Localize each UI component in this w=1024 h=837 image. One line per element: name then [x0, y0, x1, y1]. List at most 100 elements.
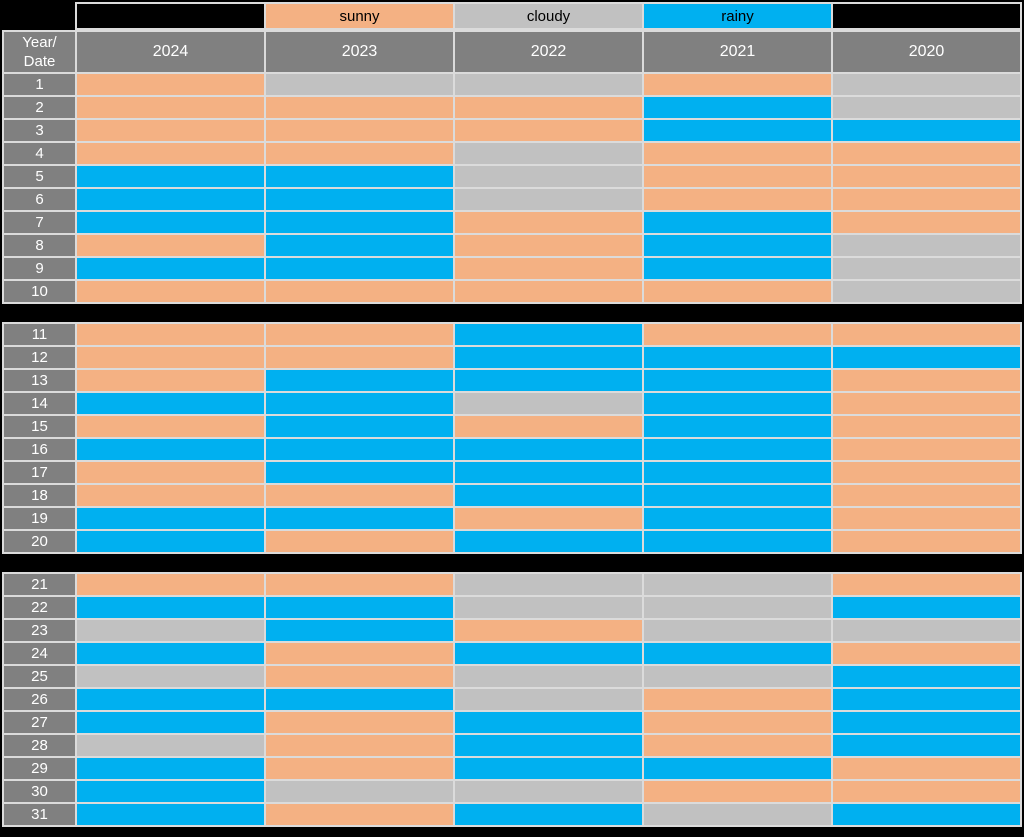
- weather-cell-2020-16: [833, 439, 1020, 460]
- weather-cell-2022-25: [455, 666, 642, 687]
- weather-cell-2021-18: [644, 485, 831, 506]
- date-row-header-3: 3: [4, 120, 75, 141]
- legend-spacer: [4, 4, 75, 28]
- weather-cell-2024-29: [77, 758, 264, 779]
- weather-cell-2021-20: [644, 531, 831, 552]
- legend-item-sunny: sunny: [266, 4, 453, 28]
- weather-cell-2022-15: [455, 416, 642, 437]
- weather-cell-2023-11: [266, 324, 453, 345]
- weather-cell-2020-8: [833, 235, 1020, 256]
- weather-cell-2021-4: [644, 143, 831, 164]
- date-row-header-13: 13: [4, 370, 75, 391]
- weather-cell-2022-14: [455, 393, 642, 414]
- weather-cell-2021-8: [644, 235, 831, 256]
- weather-cell-2020-28: [833, 735, 1020, 756]
- date-row-header-12: 12: [4, 347, 75, 368]
- weather-cell-2020-23: [833, 620, 1020, 641]
- weather-cell-2021-30: [644, 781, 831, 802]
- weather-cell-2020-6: [833, 189, 1020, 210]
- weather-cell-2022-4: [455, 143, 642, 164]
- corner-header-cell: Year/ Date: [4, 32, 75, 72]
- date-row-header-17: 17: [4, 462, 75, 483]
- date-row-header-25: 25: [4, 666, 75, 687]
- weather-table-section-1: Year/ Date 2024 2023 2022 2021 2020 1 2 3 4 5 6 7 8 9…: [2, 30, 1022, 304]
- date-row-header-27: 27: [4, 712, 75, 733]
- weather-cell-2024-14: [77, 393, 264, 414]
- date-row-header-23: 23: [4, 620, 75, 641]
- weather-cell-2021-7: [644, 212, 831, 233]
- weather-cell-2024-21: [77, 574, 264, 595]
- corner-header-line1: Year/: [22, 34, 57, 51]
- weather-cell-2022-7: [455, 212, 642, 233]
- weather-cell-2023-13: [266, 370, 453, 391]
- weather-cell-2023-26: [266, 689, 453, 710]
- weather-cell-2024-20: [77, 531, 264, 552]
- date-row-header-31: 31: [4, 804, 75, 825]
- weather-cell-2021-26: [644, 689, 831, 710]
- weather-cell-2022-8: [455, 235, 642, 256]
- weather-cell-2024-30: [77, 781, 264, 802]
- weather-cell-2021-14: [644, 393, 831, 414]
- weather-cell-2022-10: [455, 281, 642, 302]
- weather-cell-2020-17: [833, 462, 1020, 483]
- weather-cell-2022-17: [455, 462, 642, 483]
- weather-cell-2020-10: [833, 281, 1020, 302]
- weather-cell-2020-12: [833, 347, 1020, 368]
- weather-cell-2022-30: [455, 781, 642, 802]
- weather-cell-2021-6: [644, 189, 831, 210]
- weather-cell-2020-19: [833, 508, 1020, 529]
- weather-cell-2022-27: [455, 712, 642, 733]
- weather-cell-2022-26: [455, 689, 642, 710]
- weather-cell-2023-22: [266, 597, 453, 618]
- date-row-header-20: 20: [4, 531, 75, 552]
- weather-cell-2020-25: [833, 666, 1020, 687]
- weather-cell-2024-18: [77, 485, 264, 506]
- weather-cell-2021-16: [644, 439, 831, 460]
- weather-cell-2022-24: [455, 643, 642, 664]
- weather-cell-2021-12: [644, 347, 831, 368]
- weather-cell-2024-28: [77, 735, 264, 756]
- legend-label-sunny: sunny: [339, 7, 380, 25]
- weather-cell-2021-15: [644, 416, 831, 437]
- weather-cell-2023-20: [266, 531, 453, 552]
- date-row-header-10: 10: [4, 281, 75, 302]
- weather-cell-2020-5: [833, 166, 1020, 187]
- weather-cell-2024-4: [77, 143, 264, 164]
- weather-cell-2022-1: [455, 74, 642, 95]
- date-row-header-22: 22: [4, 597, 75, 618]
- weather-cell-2021-9: [644, 258, 831, 279]
- weather-cell-2021-1: [644, 74, 831, 95]
- weather-cell-2022-29: [455, 758, 642, 779]
- weather-cell-2024-1: [77, 74, 264, 95]
- weather-cell-2023-14: [266, 393, 453, 414]
- weather-cell-2024-16: [77, 439, 264, 460]
- weather-cell-2023-6: [266, 189, 453, 210]
- weather-cell-2021-2: [644, 97, 831, 118]
- date-row-header-26: 26: [4, 689, 75, 710]
- weather-cell-2022-3: [455, 120, 642, 141]
- weather-cell-2022-11: [455, 324, 642, 345]
- weather-cell-2024-8: [77, 235, 264, 256]
- date-row-header-5: 5: [4, 166, 75, 187]
- weather-cell-2021-19: [644, 508, 831, 529]
- weather-cell-2024-22: [77, 597, 264, 618]
- weather-cell-2023-28: [266, 735, 453, 756]
- weather-cell-2021-5: [644, 166, 831, 187]
- legend-blank-cell-right: [833, 4, 1020, 28]
- weather-cell-2020-31: [833, 804, 1020, 825]
- date-row-header-2: 2: [4, 97, 75, 118]
- year-header-2022: 2022: [455, 32, 642, 72]
- legend-item-rainy: rainy: [644, 4, 831, 28]
- weather-cell-2023-17: [266, 462, 453, 483]
- weather-cell-2024-2: [77, 97, 264, 118]
- weather-cell-2023-2: [266, 97, 453, 118]
- weather-cell-2020-2: [833, 97, 1020, 118]
- weather-cell-2023-12: [266, 347, 453, 368]
- weather-cell-2024-9: [77, 258, 264, 279]
- weather-cell-2020-18: [833, 485, 1020, 506]
- weather-cell-2022-6: [455, 189, 642, 210]
- weather-cell-2020-4: [833, 143, 1020, 164]
- date-row-header-29: 29: [4, 758, 75, 779]
- legend-row: sunny cloudy rainy: [4, 4, 1020, 28]
- weather-cell-2024-25: [77, 666, 264, 687]
